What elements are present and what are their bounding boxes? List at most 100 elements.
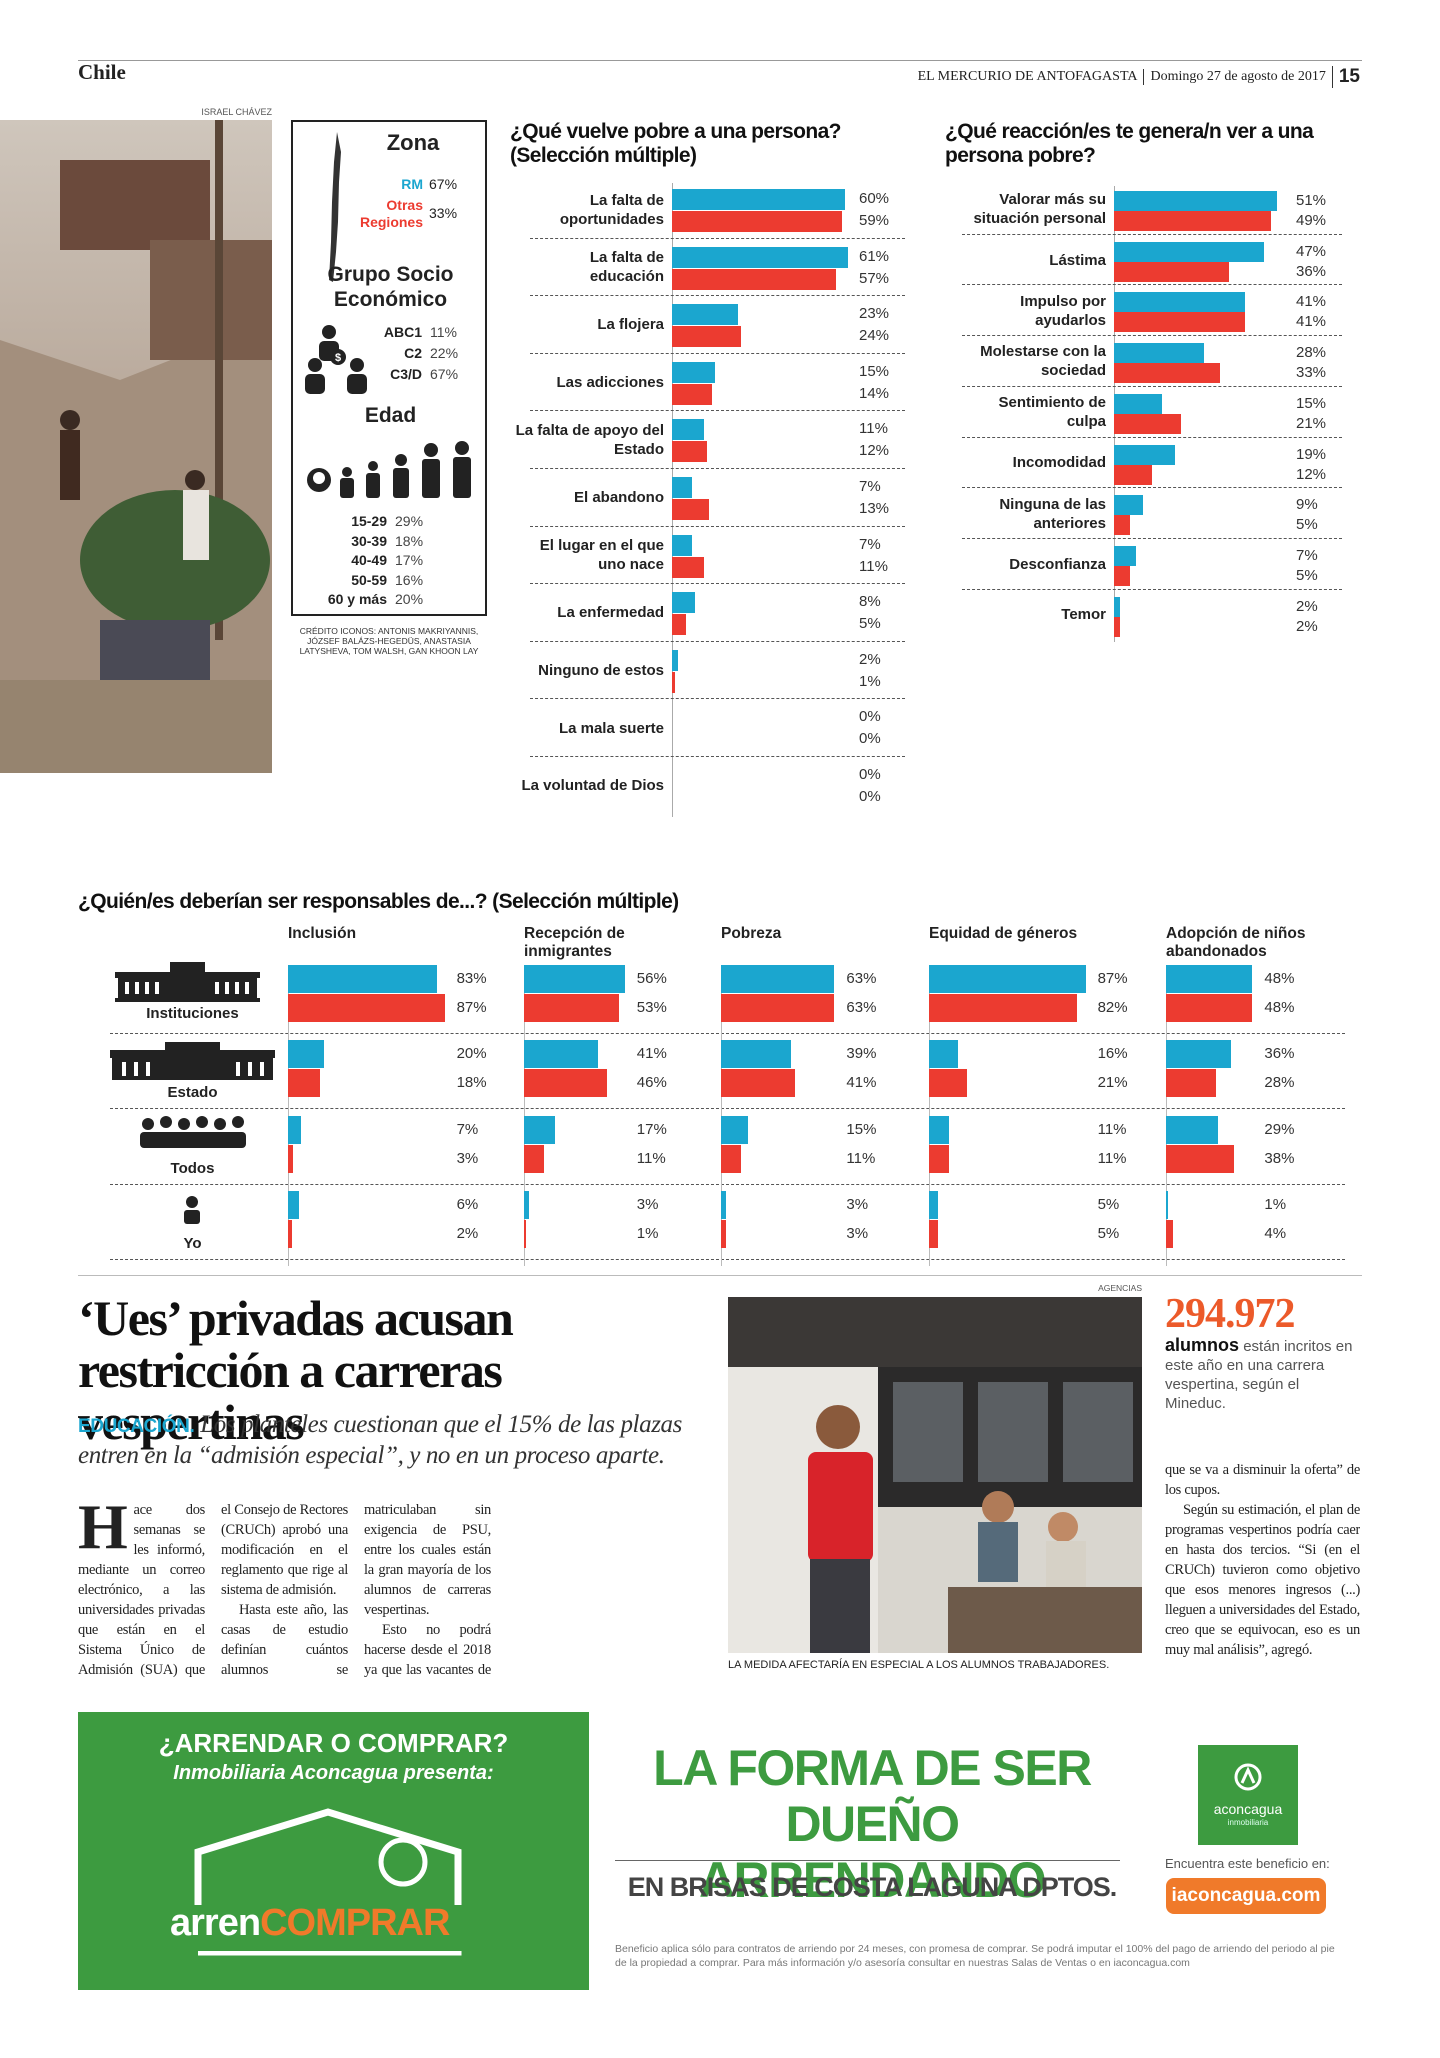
- slogan-line: DUEÑO ARRENDANDO: [698, 1796, 1047, 1908]
- value-label: 0%: [859, 730, 881, 748]
- bar: [1166, 1144, 1235, 1173]
- value-label: 7%: [859, 478, 881, 495]
- value-label: 87%: [1097, 970, 1128, 987]
- bar: [1114, 616, 1121, 637]
- bar: [929, 965, 1086, 993]
- category-label: La enfermedad: [557, 604, 664, 622]
- row-divider: [962, 233, 1342, 235]
- bar: [1114, 363, 1220, 384]
- bar: [672, 499, 710, 520]
- bar: [672, 556, 704, 578]
- value-label: 11%: [1097, 1120, 1127, 1138]
- profile-row: 30-39 18%: [321, 532, 423, 552]
- value-label: 63%: [846, 999, 877, 1016]
- bar: [929, 994, 1077, 1022]
- value-label: 3%: [636, 1195, 659, 1213]
- section: Chile: [78, 60, 126, 84]
- bar: [1114, 343, 1204, 364]
- page-number: 15: [1331, 66, 1360, 88]
- profile-value: 20%: [395, 591, 424, 607]
- logo-b: COMPRAR: [260, 1902, 450, 1944]
- column-header: Recepción de inmigrantes: [524, 925, 625, 960]
- ad-disclaimer: Beneficio aplica sólo para contratos de …: [615, 1943, 1335, 1969]
- ad-rule: [615, 1860, 1120, 1861]
- chart-title: ¿Quién/es deberían ser responsables de..…: [78, 890, 679, 913]
- bar: [672, 477, 693, 498]
- value-label: 46%: [636, 1074, 667, 1092]
- value-label: 41%: [846, 1074, 877, 1092]
- bar: [1114, 444, 1175, 465]
- masthead: EL MERCURIO DE ANTOFAGASTA Domingo 27 de…: [918, 66, 1360, 88]
- bar: [1114, 545, 1137, 566]
- photo-caption: LA MEDIDA AFECTARÍA EN ESPECIAL A LOS AL…: [728, 1659, 1110, 1671]
- value-label: 11%: [859, 557, 888, 575]
- value-label: 11%: [846, 1149, 876, 1167]
- paragraph: Esto no podrá hacerse desde el 2018 ya q…: [364, 1622, 491, 1678]
- profile-value: 67%: [430, 366, 459, 382]
- bar: [1166, 1190, 1168, 1219]
- column-header: Pobreza: [721, 925, 782, 942]
- bar: [524, 1069, 607, 1098]
- value-label: 59%: [859, 212, 890, 229]
- value-label: 5%: [1097, 1224, 1120, 1242]
- value-label: 1%: [1264, 1195, 1287, 1213]
- bar: [524, 1190, 530, 1219]
- value-label: 0%: [859, 708, 881, 726]
- bar: [929, 1069, 967, 1098]
- value-label: 2%: [1296, 617, 1318, 635]
- value-label: 48%: [1264, 999, 1295, 1016]
- bar: [1114, 495, 1143, 516]
- row-divider: [530, 698, 905, 700]
- chile-map: [329, 132, 341, 282]
- value-label: 57%: [859, 269, 890, 287]
- bar: [1114, 413, 1182, 434]
- value-label: 11%: [1097, 1149, 1127, 1167]
- slogan-line: LA FORMA DE SER: [653, 1740, 1092, 1796]
- value-label: 8%: [859, 593, 881, 611]
- bar: [1166, 965, 1253, 993]
- profile-row: C2 22%: [378, 343, 458, 364]
- bar: [672, 671, 675, 693]
- column-header: Equidad de géneros: [929, 925, 1078, 942]
- bar: [929, 1219, 938, 1248]
- bar: [524, 1040, 598, 1069]
- bar: [929, 1144, 949, 1173]
- value-label: 41%: [1296, 313, 1327, 331]
- paragraph: Hace dos semanas se les informó, mediant…: [78, 1500, 348, 1678]
- bar: [672, 614, 687, 636]
- row-label: Todos: [170, 1159, 215, 1177]
- row-label: Yo: [183, 1234, 202, 1252]
- profile-label: ABC1: [383, 324, 422, 340]
- category-label: El lugar en el que uno nace: [539, 537, 664, 574]
- value-label: 1%: [636, 1224, 659, 1242]
- profile-label: 40-49: [351, 552, 387, 568]
- row-divider: [110, 1183, 1345, 1185]
- article-lead: EDUCACIÓN. Los planteles cuestionan que …: [78, 1410, 718, 1470]
- bar: [1114, 261, 1230, 282]
- bar: [288, 965, 438, 993]
- category-label: Sentimiento de culpa: [998, 394, 1106, 431]
- row-divider: [530, 525, 905, 527]
- bar: [1166, 1115, 1219, 1144]
- row-divider: [530, 410, 905, 412]
- value-label: 21%: [1296, 414, 1327, 432]
- bar: [1166, 1040, 1231, 1069]
- row-divider: [962, 385, 1342, 387]
- bar: [721, 1219, 727, 1248]
- profile-value: 17%: [395, 552, 424, 568]
- value-label: 82%: [1097, 999, 1128, 1016]
- chart-title: ¿Qué vuelve pobre a una persona? (Selecc…: [510, 120, 841, 167]
- bar: [1114, 464, 1153, 485]
- category-label: Desconfianza: [1009, 555, 1106, 573]
- stat-number: 294.972: [1165, 1291, 1295, 1337]
- value-label: 3%: [846, 1224, 869, 1242]
- column-header: Adopción de niños abandonados: [1166, 925, 1306, 960]
- value-label: 36%: [1296, 262, 1327, 280]
- zona-value: 33%: [429, 205, 458, 221]
- value-label: 15%: [859, 362, 890, 380]
- row-label: Estado: [167, 1084, 218, 1102]
- profile-value: 22%: [430, 345, 459, 361]
- bar: [524, 1144, 544, 1173]
- edad-list: 15-29 29% 30-39 18% 40-49 17% 50-59 16% 60 y más…: [321, 512, 423, 610]
- ad-logo: arrenCOMPRAR: [170, 1902, 450, 1945]
